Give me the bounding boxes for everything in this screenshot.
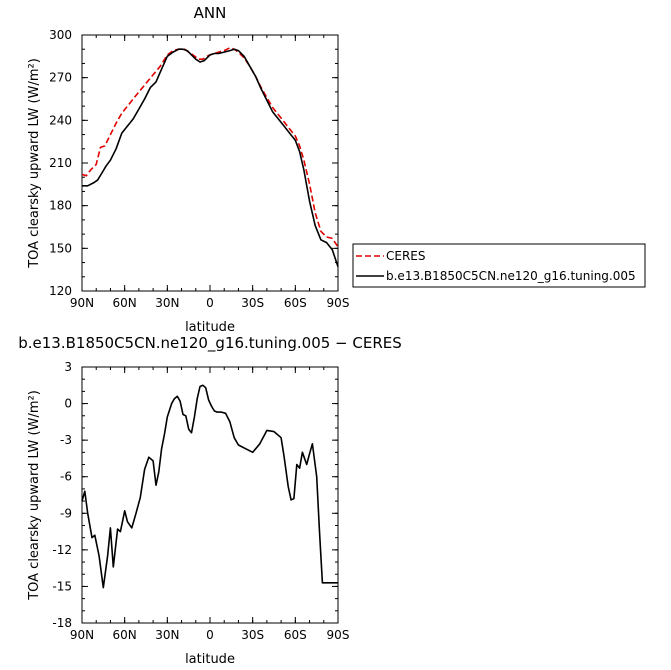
top-series-lines (81, 46, 339, 268)
x-tick-label: 30S (241, 296, 264, 310)
bottom-y-axis-label: TOA clearsky upward LW (W/m²) (27, 390, 42, 601)
y-tick-label: -6 (60, 470, 72, 484)
x-tick-label: 90N (70, 296, 94, 310)
y-tick-label: 120 (49, 284, 72, 298)
y-tick-label: -3 (60, 433, 72, 447)
y-tick-label: 210 (49, 156, 72, 170)
bottom-series-lines (81, 384, 338, 589)
top-line-chart: ANN 90N 60N 30N 0 30S 60S 90S 120 150 180 210 240 27… (27, 4, 349, 335)
y-tick-label: -9 (60, 506, 72, 520)
legend: CERES b.e13.B1850C5CN.ne120_g16.tuning.0… (352, 243, 646, 288)
y-tick-label: 270 (49, 71, 72, 85)
y-tick-label: 0 (64, 397, 72, 411)
x-tick-label: 0 (206, 296, 214, 310)
y-tick-label: 240 (49, 113, 72, 127)
bottom-x-axis-label: latitude (185, 652, 235, 667)
difference-series-line (81, 384, 338, 589)
b-e13-b1850c5cn-ne120-g16-tuning-005-series-line (82, 48, 339, 268)
y-tick-label: 3 (64, 360, 72, 374)
y-tick-label: 300 (49, 28, 72, 42)
x-tick-label: 90S (327, 628, 350, 642)
x-tick-label: 90S (327, 296, 350, 310)
x-tick-label: 30S (241, 628, 264, 642)
x-tick-label: 30N (155, 628, 179, 642)
x-tick-label: 60S (284, 628, 307, 642)
bottom-line-chart: b.e13.B1850C5CN.ne120_g16.tuning.005 − C… (18, 334, 402, 667)
y-tick-label: -15 (52, 579, 72, 593)
legend-label-model: b.e13.B1850C5CN.ne120_g16.tuning.005 (386, 269, 636, 283)
x-tick-label: 60S (284, 296, 307, 310)
top-plot-frame (81, 34, 339, 292)
y-tick-label: -18 (52, 616, 72, 630)
top-chart-title: ANN (194, 4, 227, 22)
x-tick-label: 90N (70, 628, 94, 642)
bottom-plot-frame (81, 366, 339, 624)
top-y-axis-label: TOA clearsky upward LW (W/m²) (27, 58, 42, 269)
x-tick-label: 60N (113, 296, 137, 310)
y-tick-label: 180 (49, 199, 72, 213)
bottom-axis-ticks: 90N 60N 30N 0 30S 60S 90S -18 -15 -12 -9 -6 -3 0 3 (52, 360, 349, 642)
legend-label-ceres: CERES (386, 249, 426, 263)
top-axis-ticks: 90N 60N 30N 0 30S 60S 90S 120 150 180 210 240 270 300 (49, 28, 349, 310)
x-tick-label: 60N (113, 628, 137, 642)
legend-box (352, 243, 646, 288)
bottom-chart-title: b.e13.B1850C5CN.ne120_g16.tuning.005 − C… (18, 334, 402, 353)
x-tick-label: 30N (155, 296, 179, 310)
x-tick-label: 0 (206, 628, 214, 642)
top-x-axis-label: latitude (185, 320, 235, 335)
y-tick-label: -12 (52, 543, 72, 557)
y-tick-label: 150 (49, 241, 72, 255)
ceres-series-line (81, 46, 339, 248)
